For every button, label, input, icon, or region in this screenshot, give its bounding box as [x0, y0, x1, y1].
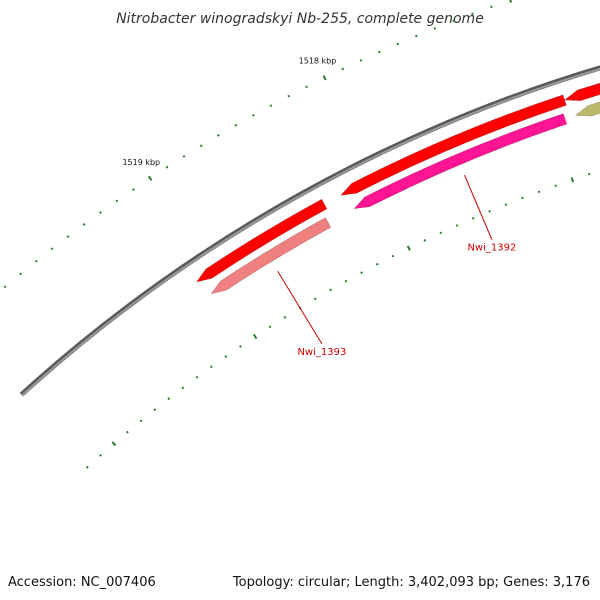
- outer-tick: [182, 155, 186, 158]
- inner-tick: [521, 196, 524, 200]
- outer-tick: [115, 199, 119, 203]
- inner-tick: [224, 355, 228, 358]
- backbone-arc: [21, 67, 600, 397]
- outer-tick: [341, 67, 345, 71]
- outer-tick: [50, 247, 54, 251]
- inner-tick: [329, 288, 332, 292]
- inner-tick: [209, 365, 213, 369]
- outer-tick: [82, 223, 86, 226]
- inner-tick: [153, 408, 157, 412]
- outer-tick: [19, 272, 22, 276]
- outer-tick: [396, 42, 400, 46]
- gene-leader-line: [277, 271, 323, 345]
- gene-arrow: [340, 94, 567, 196]
- inner-tick: [85, 465, 89, 469]
- inner-tick: [375, 262, 379, 266]
- outer-tick: [147, 175, 153, 181]
- inner-tick: [268, 325, 272, 329]
- inner-tick: [313, 297, 317, 301]
- outer-tick: [452, 19, 455, 23]
- outer-tick: [490, 5, 493, 9]
- outer-tick: [305, 85, 308, 89]
- accession-text: Accession: NC_007406: [8, 575, 156, 590]
- inner-tick: [554, 184, 557, 187]
- inner-tick: [391, 254, 395, 258]
- outer-tick: [217, 134, 220, 137]
- cds-arrow: [574, 101, 600, 117]
- outer-tick: [287, 94, 291, 98]
- inner-tick: [504, 203, 508, 206]
- inner-tick: [570, 177, 575, 183]
- gene-labels: Nwi_1387Nwi_1388rplQNwi_1390Nwi_1391Nwi_…: [277, 175, 516, 358]
- inner-tick: [537, 190, 541, 194]
- inner-tick: [344, 279, 348, 283]
- outer-tick: [66, 235, 70, 238]
- outer-tick: [322, 75, 327, 81]
- gene-features: [195, 82, 600, 295]
- inner-tick: [252, 333, 258, 340]
- scale-labels: 1512 kbp1513 kbp1514 kbp1515 kbp1516 kbp…: [122, 56, 337, 167]
- outer-tick: [414, 34, 418, 38]
- outer-tick: [251, 113, 255, 117]
- inner-tick: [423, 239, 427, 242]
- inner-tick: [360, 271, 363, 274]
- map-title: Nitrobacter winogradskyi Nb-255, complet…: [116, 11, 484, 27]
- inner-tick: [195, 375, 199, 379]
- inner-tick: [125, 430, 129, 434]
- gene-leader-line: [464, 175, 493, 240]
- outer-tick: [509, 0, 513, 3]
- inner-tick: [406, 245, 411, 251]
- outer-tick: [132, 188, 135, 191]
- inner-tick: [587, 172, 591, 176]
- outer-tick: [377, 50, 381, 54]
- inner-tick: [439, 231, 443, 235]
- scale-label: 1518 kbp: [299, 56, 337, 65]
- outer-tick: [199, 144, 203, 148]
- outer-tick: [34, 259, 38, 263]
- inner-tick: [139, 419, 143, 423]
- inner-tick: [111, 441, 117, 447]
- inner-tick: [181, 386, 185, 390]
- scale-ticks: [3, 0, 591, 469]
- gene-label: Nwi_1393: [297, 347, 346, 358]
- inner-tick: [283, 315, 287, 319]
- outer-tick: [165, 165, 169, 169]
- gene-label: Nwi_1392: [467, 243, 516, 254]
- inner-tick: [99, 453, 102, 457]
- outer-tick: [269, 104, 273, 107]
- topology-text: Topology: circular; Length: 3,402,093 bp…: [232, 575, 590, 590]
- outer-tick: [471, 12, 474, 16]
- outer-tick: [234, 123, 238, 127]
- genome-backbone: [19, 65, 600, 397]
- outer-tick: [359, 59, 363, 62]
- outer-tick: [99, 211, 102, 214]
- gene-arrow: [195, 198, 328, 283]
- scale-label: 1519 kbp: [122, 158, 160, 167]
- cds-arrow: [353, 113, 568, 209]
- gene-arrow: [563, 82, 600, 101]
- inner-tick: [471, 216, 475, 220]
- inner-tick: [239, 345, 242, 348]
- inner-tick: [455, 224, 459, 227]
- outer-tick: [3, 285, 7, 289]
- inner-tick: [488, 210, 491, 213]
- inner-tick: [167, 397, 171, 401]
- outer-tick: [433, 27, 437, 30]
- cds-arrow: [210, 217, 332, 295]
